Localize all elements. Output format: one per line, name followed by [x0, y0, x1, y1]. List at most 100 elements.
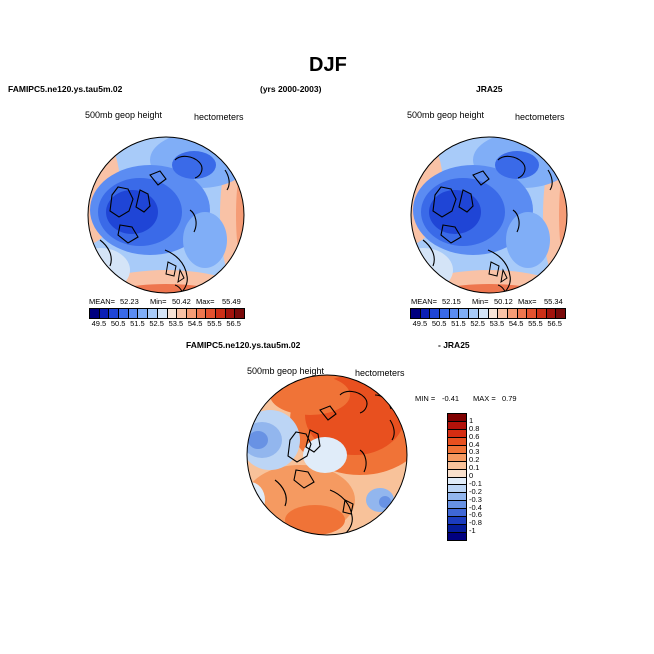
colorbar-swatch — [448, 309, 459, 318]
top-right-mean-label: MEAN= — [411, 297, 438, 306]
top-left-min-value: 50.42 — [172, 297, 191, 306]
top-right-units-label: hectometers — [515, 112, 565, 122]
colorbar-swatch — [176, 309, 186, 318]
colorbar-tick-label: -0.6 — [469, 510, 482, 520]
colorbar-tick-label: 0 — [469, 471, 474, 480]
colorbar-swatch — [448, 524, 466, 533]
colorbar-swatch — [224, 309, 235, 318]
period-label: (yrs 2000-2003) — [260, 84, 322, 94]
colorbar-swatch — [506, 309, 517, 318]
bottom-min-label: MIN = — [415, 394, 436, 403]
bottom-units-label: hectometers — [355, 368, 405, 378]
colorbar-swatch — [487, 309, 498, 318]
colorbar-swatch — [448, 532, 466, 540]
bottom-min-value: -0.41 — [442, 394, 460, 403]
colorbar-swatch — [448, 414, 466, 421]
colorbar-tick-label: 53.5 — [489, 319, 505, 328]
colorbar-tick-label: 55.5 — [528, 319, 543, 328]
colorbar-swatch — [439, 309, 449, 318]
top-right-case-label: JRA25 — [476, 84, 503, 94]
colorbar-tick-label: 50.5 — [431, 319, 447, 328]
colorbar-swatch — [497, 309, 507, 318]
colorbar-tick-label: 50.5 — [110, 319, 126, 328]
colorbar-swatch — [458, 309, 469, 318]
top-left-max-label: Max= — [196, 297, 215, 306]
top-left-colorbar — [89, 308, 245, 319]
colorbar-tick-label: 49.5 — [412, 319, 428, 328]
colorbar-swatch — [108, 309, 119, 318]
colorbar-swatch — [90, 309, 99, 318]
page-title: DJF — [309, 54, 347, 76]
colorbar-tick-label: 54.5 — [508, 319, 524, 328]
colorbar-tick-label: 55.5 — [207, 319, 222, 328]
colorbar-tick-label: 51.5 — [451, 319, 466, 328]
top-right-variable-label: 500mb geop height — [407, 110, 485, 120]
colorbar-swatch — [127, 309, 138, 318]
bottom-colorbar-ticks: 1 0.8 0.6 0.4 0.3 0.2 0.1 0 -0.1 -0.2 -0.3 -0.4 -0.6… — [469, 413, 499, 541]
colorbar-swatch — [448, 420, 466, 429]
colorbar-swatch — [448, 492, 466, 501]
top-right-min-label: Min= — [472, 297, 489, 306]
colorbar-tick-label: 1 — [469, 415, 474, 425]
top-right-max-value: 55.34 — [544, 297, 563, 306]
colorbar-swatch — [448, 468, 466, 477]
colorbar-swatch — [137, 309, 148, 318]
colorbar-tick-label: -0.3 — [469, 494, 482, 504]
top-right-colorbar — [410, 308, 566, 319]
colorbar-tick-label: 49.5 — [91, 319, 107, 328]
colorbar-swatch — [234, 309, 244, 318]
colorbar-swatch — [477, 309, 488, 318]
colorbar-tick-label: 56.5 — [547, 319, 562, 328]
colorbar-swatch — [118, 309, 128, 318]
colorbar-tick-label: 0.2 — [469, 455, 480, 465]
top-left-units-label: hectometers — [194, 112, 244, 122]
colorbar-swatch — [448, 484, 466, 493]
top-right-min-value: 50.12 — [494, 297, 513, 306]
colorbar-swatch — [448, 460, 466, 469]
colorbar-swatch — [448, 428, 466, 437]
colorbar-tick-label: 56.5 — [226, 319, 241, 328]
colorbar-swatch — [448, 516, 466, 525]
colorbar-tick-label: 54.5 — [187, 319, 203, 328]
colorbar-tick-label: -0.8 — [469, 518, 482, 528]
colorbar-tick-label: 52.5 — [470, 319, 485, 328]
colorbar-tick-label: -1 — [469, 526, 476, 536]
colorbar-swatch — [185, 309, 196, 318]
colorbar-swatch — [448, 500, 466, 509]
bottom-max-label: MAX = — [473, 394, 496, 403]
colorbar-swatch — [166, 309, 177, 318]
top-right-colorbar-ticks: 49.5 50.5 51.5 52.5 53.5 54.5 55.5 56.5 — [410, 319, 566, 329]
colorbar-swatch — [419, 309, 430, 318]
top-left-colorbar-ticks: 49.5 50.5 51.5 52.5 53.5 54.5 55.5 56.5 — [89, 319, 245, 329]
colorbar-tick-label: 51.5 — [130, 319, 145, 328]
colorbar-tick-label: 0.4 — [469, 439, 480, 449]
colorbar-swatch — [448, 476, 466, 485]
colorbar-swatch — [429, 309, 440, 318]
top-right-mean-value: 52.15 — [442, 297, 461, 306]
top-left-mean-label: MEAN= — [89, 297, 116, 306]
colorbar-tick-label: 53.5 — [168, 319, 184, 328]
colorbar-tick-label: -0.4 — [469, 502, 482, 512]
colorbar-tick-label: -0.2 — [469, 486, 482, 496]
top-left-variable-label: 500mb geop height — [85, 110, 163, 120]
colorbar-tick-label: 52.5 — [149, 319, 164, 328]
top-right-max-label: Max= — [518, 297, 537, 306]
colorbar-swatch — [98, 309, 109, 318]
bottom-variable-label: 500mb geop height — [247, 366, 325, 376]
colorbar-tick-label: 0.3 — [469, 447, 480, 457]
bottom-case-b-label: - JRA25 — [438, 340, 470, 350]
colorbar-swatch — [448, 508, 466, 517]
colorbar-swatch — [205, 309, 215, 318]
bottom-colorbar — [447, 413, 467, 541]
colorbar-swatch — [535, 309, 546, 318]
colorbar-tick-label: 0.6 — [469, 431, 480, 441]
top-left-case-label: FAMIPC5.ne120.ys.tau5m.02 — [8, 84, 123, 94]
top-left-min-label: Min= — [150, 297, 167, 306]
colorbar-swatch — [555, 309, 565, 318]
colorbar-swatch — [411, 309, 420, 318]
bottom-case-a-label: FAMIPC5.ne120.ys.tau5m.02 — [186, 340, 301, 350]
colorbar-tick-label: 0.1 — [469, 463, 480, 473]
colorbar-swatch — [526, 309, 536, 318]
colorbar-swatch — [195, 309, 206, 318]
colorbar-tick-label: -0.1 — [469, 478, 482, 488]
